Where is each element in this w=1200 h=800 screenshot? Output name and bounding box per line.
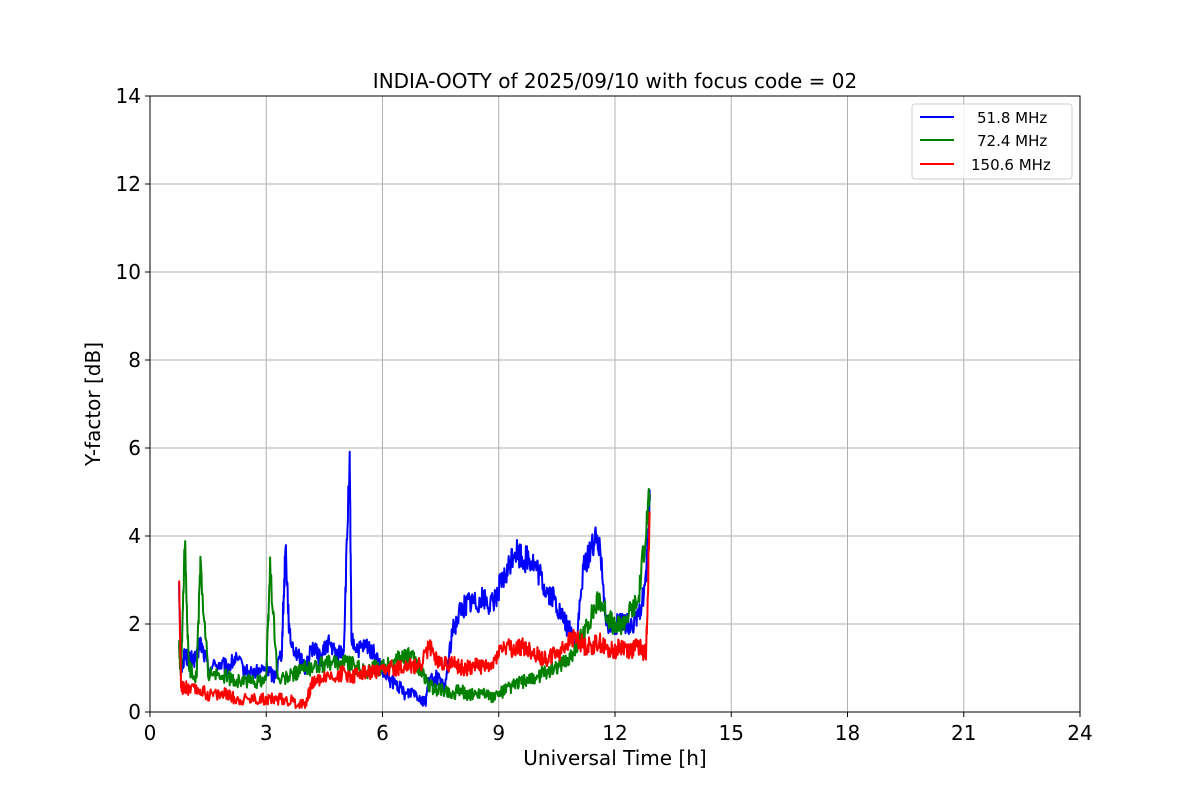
x-tick-label: 3 (260, 721, 273, 745)
y-tick-label: 8 (128, 348, 141, 372)
y-tick-label: 2 (128, 612, 141, 636)
y-tick-label: 4 (128, 524, 141, 548)
y-axis-label: Y-factor [dB] (81, 342, 105, 467)
legend-box (911, 103, 1073, 180)
x-tick-label: 24 (1067, 721, 1092, 745)
y-tick-label: 0 (128, 700, 141, 724)
legend-label-72-4: 72.4 MHz (977, 132, 1047, 150)
chart-title: INDIA-OOTY of 2025/09/10 with focus code… (373, 69, 857, 93)
y-axis: 0 2 4 6 8 10 12 14 (116, 84, 150, 724)
legend-label-51-8: 51.8 MHz (977, 109, 1047, 127)
x-axis: 0 3 6 9 12 15 18 21 24 (144, 712, 1093, 745)
series-line-150-6-mhz (178, 511, 651, 709)
x-axis-label: Universal Time [h] (523, 746, 706, 770)
y-tick-label: 6 (128, 436, 141, 460)
series-line-72-4-mhz (178, 487, 651, 704)
legend-label-150-6: 150.6 MHz (971, 156, 1051, 174)
x-tick-label: 9 (492, 721, 505, 745)
x-tick-label: 12 (602, 721, 627, 745)
y-tick-label: 12 (116, 172, 141, 196)
series-layer (178, 450, 651, 709)
x-tick-label: 6 (376, 721, 389, 745)
legend: 51.8 MHz 72.4 MHz 150.6 MHz (911, 103, 1073, 180)
x-tick-label: 15 (719, 721, 744, 745)
x-tick-label: 18 (835, 721, 860, 745)
y-tick-label: 10 (116, 260, 141, 284)
series-line-51-8-mhz (178, 450, 651, 707)
x-tick-label: 0 (144, 721, 157, 745)
y-tick-label: 14 (116, 84, 141, 108)
x-tick-label: 21 (951, 721, 976, 745)
